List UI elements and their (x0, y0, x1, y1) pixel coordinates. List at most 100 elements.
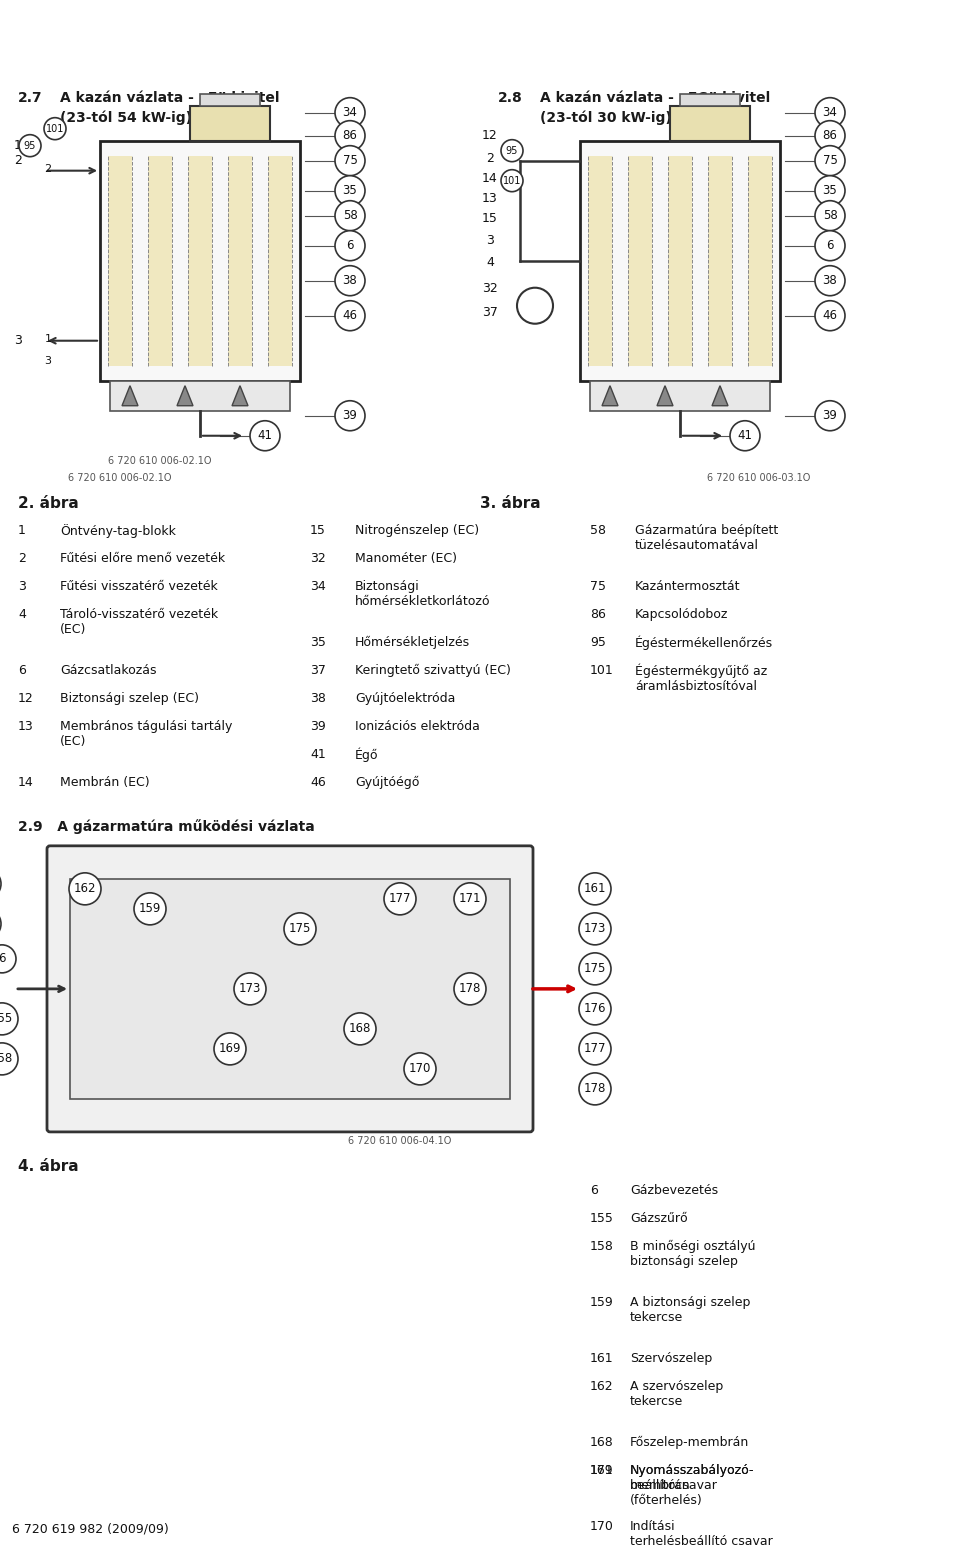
Text: 15: 15 (482, 212, 498, 226)
Circle shape (730, 421, 760, 451)
Bar (100, 141, 300, 380)
Text: 41: 41 (257, 430, 273, 442)
Text: 6 720 610 006-03.1O: 6 720 610 006-03.1O (707, 473, 810, 482)
Text: Égéstermékgyűjtő az
áramlásbiztosítóval: Égéstermékgyűjtő az áramlásbiztosítóval (635, 663, 767, 693)
Text: 170: 170 (409, 1062, 431, 1076)
Text: 2.9   A gázarmatúra működési vázlata: 2.9 A gázarmatúra működési vázlata (18, 819, 315, 833)
Text: B minőségi osztályú
biztonsági szelep: B minőségi osztályú biztonsági szelep (630, 1240, 756, 1268)
Text: 13: 13 (18, 720, 34, 733)
Text: 3: 3 (44, 356, 52, 366)
Text: 35: 35 (823, 184, 837, 198)
Text: 161: 161 (584, 883, 607, 895)
Circle shape (335, 400, 365, 431)
Polygon shape (232, 386, 248, 405)
Text: 3: 3 (18, 580, 26, 592)
Text: 32: 32 (482, 283, 498, 295)
Text: 101: 101 (590, 663, 613, 677)
Circle shape (501, 139, 523, 162)
Text: 169: 169 (219, 1042, 241, 1056)
Text: Membrán (EC): Membrán (EC) (60, 776, 150, 788)
Text: 159: 159 (590, 1296, 613, 1309)
Text: 175: 175 (584, 962, 606, 976)
Text: Gázarmatúra beépített
tüzelésautomatával: Gázarmatúra beépített tüzelésautomatával (635, 524, 779, 552)
Text: 6: 6 (827, 240, 833, 252)
Circle shape (0, 1044, 18, 1074)
Circle shape (517, 288, 553, 323)
Text: A kazán vázlata - „E” kivitel: A kazán vázlata - „E” kivitel (60, 91, 279, 105)
Circle shape (454, 972, 486, 1005)
Text: Keringtető szivattyú (EC): Keringtető szivattyú (EC) (355, 663, 511, 677)
Text: 58: 58 (590, 524, 606, 536)
Text: 95: 95 (24, 141, 36, 150)
Circle shape (501, 170, 523, 192)
Circle shape (214, 1033, 246, 1065)
Text: Biztonsági
hőmérsékletkorlátozó: Biztonsági hőmérsékletkorlátozó (355, 580, 491, 608)
Text: 6 720 619 982 (2009/09): 6 720 619 982 (2009/09) (12, 1523, 168, 1535)
Bar (628, 156, 652, 366)
Circle shape (579, 993, 611, 1025)
Circle shape (579, 952, 611, 985)
Text: 41: 41 (310, 748, 325, 761)
Text: Kapcsolódoboz: Kapcsolódoboz (635, 608, 729, 621)
Text: 39: 39 (343, 410, 357, 422)
Text: 170: 170 (590, 1520, 613, 1534)
Circle shape (0, 1003, 18, 1034)
Text: Ionizációs elektróda: Ionizációs elektróda (355, 720, 480, 733)
Circle shape (579, 1033, 611, 1065)
Text: 4. ábra: 4. ábra (18, 1160, 79, 1173)
Text: Indítási
terhelésbeállító csavar: Indítási terhelésbeállító csavar (630, 1520, 773, 1546)
Text: 158: 158 (590, 1240, 613, 1252)
Text: Nyomásszabályozó-
beállítócsavar
(főterhelés): Nyomásszabályozó- beállítócsavar (főterh… (630, 1464, 755, 1507)
Text: A szervószelep
tekercse: A szervószelep tekercse (630, 1381, 723, 1408)
Circle shape (0, 945, 16, 972)
FancyBboxPatch shape (47, 846, 533, 1132)
Text: HU: HU (925, 20, 948, 36)
Text: 2.7: 2.7 (18, 91, 42, 105)
Bar (70, 878, 510, 1099)
Bar (228, 156, 252, 366)
Text: 32: 32 (310, 552, 325, 564)
Text: 175: 175 (289, 923, 311, 935)
Circle shape (579, 1073, 611, 1105)
Text: 13: 13 (482, 192, 498, 206)
Text: 41: 41 (737, 430, 753, 442)
Text: 168: 168 (348, 1022, 372, 1036)
Text: 58: 58 (343, 209, 357, 223)
Text: 75: 75 (823, 155, 837, 167)
Circle shape (335, 201, 365, 230)
Text: Gázszűrő: Gázszűrő (630, 1212, 687, 1224)
Text: 86: 86 (590, 608, 606, 621)
Bar (148, 156, 172, 366)
Bar (110, 380, 290, 411)
Circle shape (234, 972, 266, 1005)
Text: 6: 6 (0, 952, 6, 965)
Text: Membrános tágulási tartály
(EC): Membrános tágulási tartály (EC) (60, 720, 232, 748)
Text: 95: 95 (590, 635, 606, 649)
Text: 3: 3 (14, 334, 22, 348)
Bar (670, 105, 750, 141)
Text: 2. ábra: 2. ábra (18, 496, 79, 510)
Text: 178: 178 (584, 1082, 606, 1096)
Text: 58: 58 (823, 209, 837, 223)
Text: Öntvény-tag-blokk: Öntvény-tag-blokk (60, 524, 176, 538)
Text: A biztonsági szelep
tekercse: A biztonsági szelep tekercse (630, 1296, 751, 1323)
Text: Tároló-visszatérő vezeték
(EC): Tároló-visszatérő vezeték (EC) (60, 608, 218, 635)
Polygon shape (122, 386, 138, 405)
Text: 162: 162 (590, 1381, 613, 1393)
Text: Nitrogénszelep (EC): Nitrogénszelep (EC) (355, 524, 479, 536)
Circle shape (815, 121, 845, 150)
Circle shape (454, 883, 486, 915)
Circle shape (815, 266, 845, 295)
Circle shape (815, 145, 845, 176)
Bar (200, 94, 260, 105)
Circle shape (815, 230, 845, 261)
Circle shape (404, 1053, 436, 1085)
Text: 46: 46 (823, 309, 837, 322)
Text: 173: 173 (584, 923, 606, 935)
Text: 6 720 610 006-04.1O: 6 720 610 006-04.1O (348, 1136, 452, 1146)
Text: 2: 2 (486, 152, 494, 165)
Circle shape (250, 421, 280, 451)
Text: 14: 14 (482, 172, 498, 186)
Circle shape (0, 867, 1, 900)
Circle shape (335, 121, 365, 150)
